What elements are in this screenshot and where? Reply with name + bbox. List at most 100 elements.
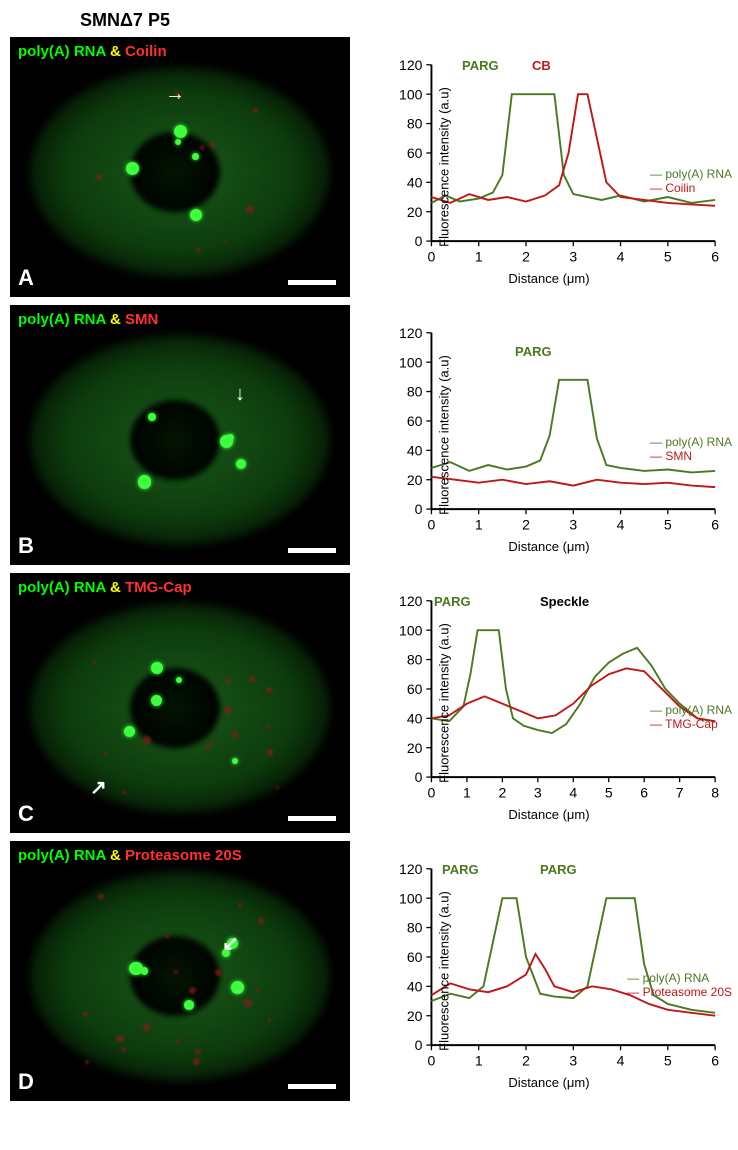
- svg-text:120: 120: [399, 861, 423, 877]
- svg-text:60: 60: [407, 413, 423, 429]
- panel-row-B: poly(A) RNA & SMNB↓020406080100120012345…: [10, 305, 728, 565]
- peak-label: PARG: [540, 862, 577, 877]
- svg-text:0: 0: [428, 517, 436, 533]
- peak-label: Speckle: [540, 594, 589, 609]
- channel-red: Proteasome 20S: [125, 847, 242, 864]
- legend-item: SMN: [665, 449, 692, 463]
- chart-legend: — poly(A) RNA— Coilin: [650, 167, 732, 196]
- intensity-chart-0: 0204060801001200123456Fluorescence inten…: [370, 52, 728, 282]
- svg-text:4: 4: [569, 785, 577, 801]
- y-axis-label: Fluorescence intensity (a.u): [436, 355, 451, 515]
- panel-letter: D: [18, 1069, 34, 1095]
- legend-item: poly(A) RNA: [665, 167, 732, 181]
- svg-text:3: 3: [569, 1053, 577, 1069]
- chart-legend: — poly(A) RNA— TMG-Cap: [650, 703, 732, 732]
- legend-item: poly(A) RNA: [643, 971, 710, 985]
- panel-row-C: poly(A) RNA & TMG-CapC↗02040608010012001…: [10, 573, 728, 833]
- svg-text:0: 0: [428, 1053, 436, 1069]
- svg-text:5: 5: [664, 249, 672, 265]
- svg-text:0: 0: [415, 501, 423, 517]
- svg-text:5: 5: [664, 1053, 672, 1069]
- y-axis-label: Fluorescence intensity (a.u): [436, 891, 451, 1051]
- svg-text:20: 20: [407, 204, 423, 220]
- svg-text:120: 120: [399, 57, 423, 73]
- scale-bar: [288, 548, 336, 553]
- x-axis-label: Distance (μm): [508, 1075, 589, 1090]
- arrow-icon: ↗: [90, 775, 107, 800]
- panel-row-A: poly(A) RNA & CoilinA→020406080100120012…: [10, 37, 728, 297]
- svg-text:2: 2: [522, 517, 530, 533]
- scale-bar: [288, 1084, 336, 1089]
- channel-green: poly(A) RNA: [18, 847, 106, 864]
- y-axis-label: Fluorescence intensity (a.u): [436, 623, 451, 783]
- svg-text:0: 0: [415, 1037, 423, 1053]
- panel-letter: C: [18, 801, 34, 827]
- panel-letter: B: [18, 533, 34, 559]
- svg-text:1: 1: [475, 249, 483, 265]
- svg-text:100: 100: [399, 622, 423, 638]
- svg-text:80: 80: [407, 384, 423, 400]
- svg-text:100: 100: [399, 86, 423, 102]
- svg-text:1: 1: [475, 1053, 483, 1069]
- svg-text:40: 40: [407, 442, 423, 458]
- svg-text:6: 6: [640, 785, 648, 801]
- peak-label: CB: [532, 58, 551, 73]
- channel-red: TMG-Cap: [125, 579, 192, 596]
- svg-text:8: 8: [711, 785, 719, 801]
- svg-text:4: 4: [617, 249, 625, 265]
- channel-green: poly(A) RNA: [18, 43, 106, 60]
- svg-text:2: 2: [522, 249, 530, 265]
- peak-label: PARG: [442, 862, 479, 877]
- legend-item: Proteasome 20S: [643, 985, 732, 999]
- svg-text:20: 20: [407, 472, 423, 488]
- svg-text:40: 40: [407, 978, 423, 994]
- scale-bar: [288, 816, 336, 821]
- x-axis-label: Distance (μm): [508, 539, 589, 554]
- svg-text:60: 60: [407, 949, 423, 965]
- micrograph-B: poly(A) RNA & SMNB↓: [10, 305, 350, 565]
- svg-text:6: 6: [711, 1053, 719, 1069]
- channel-green: poly(A) RNA: [18, 579, 106, 596]
- intensity-chart-3: 0204060801001200123456Fluorescence inten…: [370, 856, 728, 1086]
- peak-label: PARG: [462, 58, 499, 73]
- arrow-icon: ↓: [235, 383, 245, 406]
- micrograph-D: poly(A) RNA & Proteasome 20SD↙: [10, 841, 350, 1101]
- x-axis-label: Distance (μm): [508, 271, 589, 286]
- svg-text:20: 20: [407, 740, 423, 756]
- svg-text:1: 1: [475, 517, 483, 533]
- svg-text:7: 7: [676, 785, 684, 801]
- svg-text:120: 120: [399, 325, 423, 341]
- svg-text:60: 60: [407, 681, 423, 697]
- channel-label: poly(A) RNA & Coilin: [18, 43, 167, 60]
- svg-text:100: 100: [399, 890, 423, 906]
- panel-row-D: poly(A) RNA & Proteasome 20SD↙0204060801…: [10, 841, 728, 1101]
- arrow-icon: →: [165, 83, 185, 106]
- channel-label: poly(A) RNA & TMG-Cap: [18, 579, 192, 596]
- svg-text:2: 2: [522, 1053, 530, 1069]
- channel-label: poly(A) RNA & Proteasome 20S: [18, 847, 242, 864]
- svg-text:80: 80: [407, 920, 423, 936]
- ampersand: &: [110, 579, 121, 596]
- chart-legend: — poly(A) RNA— SMN: [650, 435, 732, 464]
- svg-text:3: 3: [534, 785, 542, 801]
- svg-text:6: 6: [711, 517, 719, 533]
- figure-title: SMNΔ7 P5: [80, 10, 728, 31]
- svg-text:5: 5: [664, 517, 672, 533]
- svg-text:2: 2: [498, 785, 506, 801]
- micrograph-C: poly(A) RNA & TMG-Cap C ↗: [10, 573, 350, 833]
- channel-red: Coilin: [125, 43, 167, 60]
- chart-legend: — poly(A) RNA— Proteasome 20S: [627, 971, 732, 1000]
- svg-text:80: 80: [407, 116, 423, 132]
- svg-text:3: 3: [569, 249, 577, 265]
- svg-text:1: 1: [463, 785, 471, 801]
- svg-text:0: 0: [428, 249, 436, 265]
- svg-text:0: 0: [415, 233, 423, 249]
- scale-bar: [288, 280, 336, 285]
- svg-text:3: 3: [569, 517, 577, 533]
- legend-item: TMG-Cap: [665, 717, 718, 731]
- channel-red: SMN: [125, 311, 158, 328]
- peak-label: PARG: [515, 344, 552, 359]
- svg-text:4: 4: [617, 517, 625, 533]
- legend-item: poly(A) RNA: [665, 703, 732, 717]
- svg-text:0: 0: [428, 785, 436, 801]
